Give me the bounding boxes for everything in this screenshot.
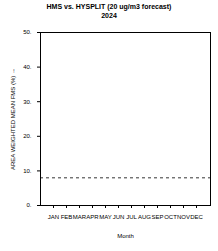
svg-text:AREA WEIGHTED MEAN FMS (%) →: AREA WEIGHTED MEAN FMS (%) → [10, 68, 16, 170]
svg-text:FEB: FEB [61, 214, 73, 220]
svg-text:DEC: DEC [190, 214, 203, 220]
svg-text:0.: 0. [26, 202, 31, 208]
svg-text:20.: 20. [23, 133, 32, 139]
svg-text:30.: 30. [23, 99, 32, 105]
svg-text:APR: APR [86, 214, 99, 220]
svg-text:OCT: OCT [164, 214, 177, 220]
svg-text:NOV: NOV [177, 214, 190, 220]
html-text:HMS vs. HYSPLIT (20 ug/m3 fore: HMS vs. HYSPLIT (20 ug/m3 forecast) [46, 3, 172, 10]
svg-text:AUG: AUG [138, 214, 151, 220]
svg-text:JAN: JAN [48, 214, 59, 220]
svg-text:MAR: MAR [73, 214, 87, 220]
svg-text:50.: 50. [23, 29, 32, 35]
svg-text:40.: 40. [23, 64, 32, 70]
svg-text:SEP: SEP [151, 214, 163, 220]
svg-text:10.: 10. [23, 168, 32, 174]
svg-text:Month: Month [117, 233, 134, 239]
svg-text:JUN: JUN [113, 214, 125, 220]
svg-text:MAY: MAY [99, 214, 112, 220]
svg-text:JUL: JUL [126, 214, 137, 220]
html-text:2024: 2024 [101, 12, 117, 19]
